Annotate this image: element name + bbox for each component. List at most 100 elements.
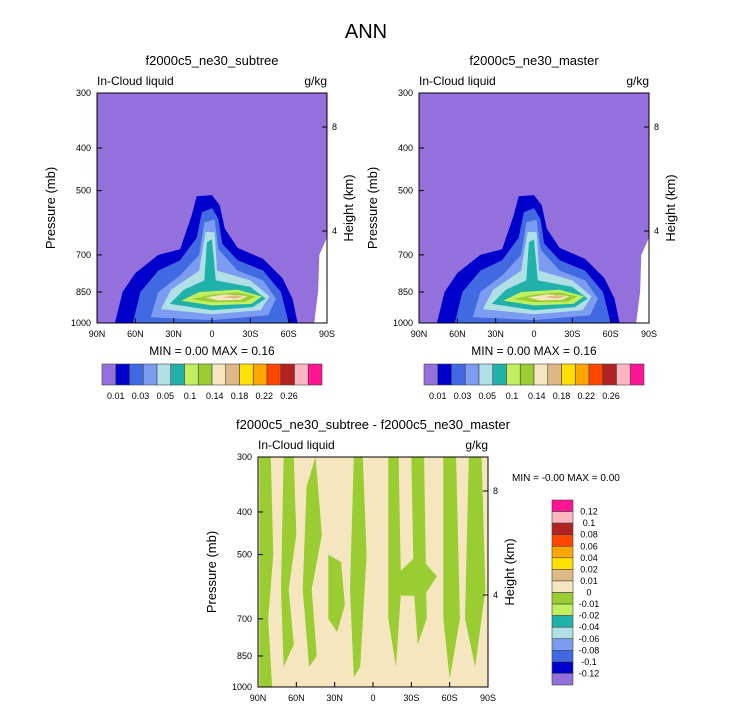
y-axis-label: Pressure (mb) (365, 167, 380, 249)
contour-fill-negative (411, 457, 427, 645)
colorbar-label: -0.12 (579, 668, 600, 678)
colorbar-label: 0.22 (255, 391, 273, 401)
colorbar-box (451, 363, 466, 386)
plot-panel: f2000c5_ne30_master In-Cloud liquid g/kg 90… (365, 53, 678, 401)
colorbar-label: 0.22 (577, 391, 595, 401)
colorbar-label: 0.14 (206, 391, 224, 401)
contour-fill-negative (302, 457, 322, 667)
colorbar-box (211, 363, 227, 386)
plot-panel: f2000c5_ne30_subtree - f2000c5_ne30_mast… (204, 417, 620, 703)
colorbar-box (506, 363, 521, 386)
colorbar-box (197, 363, 213, 386)
x-tick-label: 60S (442, 693, 458, 703)
y-tick-label: 1000 (232, 682, 252, 692)
colorbar-label: 0.02 (580, 564, 598, 574)
colorbar-box (184, 363, 199, 386)
colorbar-box (561, 363, 576, 386)
colorbar-box (551, 650, 574, 663)
plot-title: f2000c5_ne30_subtree - f2000c5_ne30_mast… (236, 417, 511, 432)
x-tick-label: 30S (564, 329, 580, 339)
y-right-tick-label: 8 (654, 122, 659, 132)
x-tick-label: 90N (250, 693, 267, 703)
colorbar-box (551, 569, 574, 582)
colorbar-box (551, 511, 574, 524)
y-right-axis-label: Height (km) (663, 174, 678, 241)
missing-data-region (314, 237, 327, 323)
colorbar-label: 0.06 (580, 541, 598, 551)
y-right-axis-label: Height (km) (341, 174, 356, 241)
colorbar-box (602, 363, 617, 386)
colorbar-label: -0.06 (579, 634, 600, 644)
colorbar-box (551, 534, 574, 547)
variable-label: In-Cloud liquid (419, 74, 496, 88)
y-tick-label: 1000 (393, 318, 413, 328)
colorbar-box (156, 363, 172, 386)
colorbar-box (551, 580, 574, 593)
colorbar-label: 0.26 (280, 391, 298, 401)
y-right-tick-label: 4 (493, 590, 498, 600)
contour-fill-negative (398, 554, 437, 596)
x-tick-label: 90N (411, 329, 428, 339)
colorbar-box (551, 499, 574, 512)
y-tick-label: 700 (76, 250, 91, 260)
plot-title: f2000c5_ne30_subtree (145, 53, 278, 68)
colorbar-box (266, 363, 282, 386)
y-tick-label: 700 (237, 614, 252, 624)
colorbar-box (551, 673, 574, 686)
colorbar-label: 0.08 (580, 530, 598, 540)
y-axis-label: Pressure (mb) (204, 531, 219, 613)
variable-label: In-Cloud liquid (97, 74, 174, 88)
colorbar-box (252, 363, 268, 386)
colorbar-box (551, 557, 574, 570)
y-tick-label: 400 (398, 143, 413, 153)
units-label: g/kg (465, 438, 488, 452)
colorbar-box (142, 363, 158, 386)
contour-fill-negative (443, 457, 460, 680)
y-tick-label: 850 (398, 287, 413, 297)
colorbar-box (225, 363, 240, 386)
y-tick-label: 500 (398, 186, 413, 196)
colorbar-label: 0 (586, 588, 591, 598)
x-tick-label: 0 (370, 693, 375, 703)
colorbar-label: 0.14 (528, 391, 546, 401)
y-tick-label: 850 (237, 651, 252, 661)
colorbar-label: 0.1 (583, 518, 596, 528)
colorbar-label: 0.01 (429, 391, 447, 401)
contour-fill-negative (388, 457, 402, 667)
x-tick-label: 30N (326, 693, 343, 703)
x-tick-label: 90S (480, 693, 496, 703)
colorbar-box (294, 363, 309, 386)
colorbar-box (551, 522, 574, 535)
y-tick-label: 500 (76, 186, 91, 196)
y-right-tick-label: 4 (654, 226, 659, 236)
colorbar-label: 0.05 (478, 391, 496, 401)
y-right-tick-label: 4 (332, 226, 337, 236)
colorbar-box (629, 363, 645, 386)
colorbar-box (533, 363, 549, 386)
colorbar-label: -0.02 (579, 611, 600, 621)
figure-title: ANN (345, 21, 387, 43)
colorbar-box (519, 363, 535, 386)
y-tick-label: 400 (76, 143, 91, 153)
colorbar-box (551, 592, 574, 605)
contour-fill-negative (465, 457, 486, 667)
y-tick-label: 700 (398, 250, 413, 260)
units-label: g/kg (626, 74, 649, 88)
min-max-stats: MIN = 0.00 MAX = 0.16 (149, 344, 275, 358)
y-tick-label: 1000 (71, 318, 91, 328)
colorbar-box (464, 363, 480, 386)
colorbar-box (574, 363, 590, 386)
x-tick-label: 90S (319, 329, 335, 339)
y-tick-label: 300 (76, 88, 91, 98)
colorbar-box (239, 363, 254, 386)
colorbar-box (551, 626, 574, 640)
units-label: g/kg (304, 74, 327, 88)
x-tick-label: 60S (281, 329, 297, 339)
x-tick-label: 90N (89, 329, 106, 339)
plot-area (258, 457, 488, 687)
min-max-stats: MIN = 0.00 MAX = 0.16 (471, 344, 597, 358)
colorbar-box (307, 363, 323, 386)
x-tick-label: 30N (487, 329, 504, 339)
x-tick-label: 30N (165, 329, 182, 339)
